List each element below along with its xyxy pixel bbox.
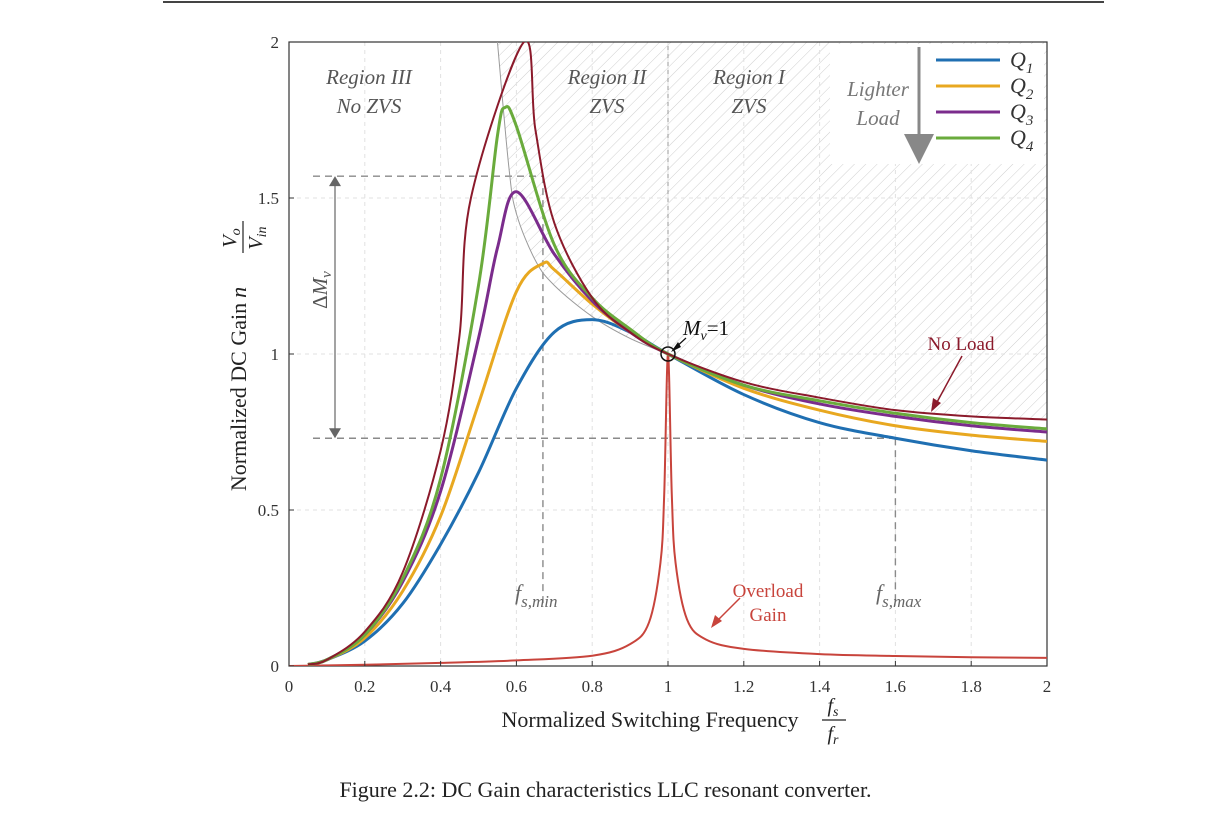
no-load-label: No Load	[927, 334, 995, 355]
y-axis-label-text: Normalized DC Gain n	[226, 287, 251, 491]
legend-label: Q1	[1010, 47, 1033, 77]
region-3-subtitle: No ZVS	[336, 94, 402, 118]
mv-arrowhead	[671, 342, 681, 352]
legend-box	[830, 44, 1044, 164]
delta-mv-label: ΔMv	[308, 271, 335, 309]
y-ticks: 0 0.5 1 1.5 2	[258, 33, 294, 676]
legend-label: Q3	[1010, 99, 1033, 129]
y-frac-den-sub: in	[255, 226, 270, 237]
fs-min-label: fs,min	[515, 580, 558, 611]
y-axis-label: Normalized DC Gain n Vo Vin	[219, 221, 270, 491]
overload-arrowhead	[711, 615, 722, 628]
guide-lines	[313, 175, 897, 604]
x-tick-label: 1.6	[885, 677, 906, 696]
overload-label-line1: Overload	[733, 581, 804, 602]
x-frac-num-sub: s	[833, 705, 839, 720]
figure-caption: Figure 2.2: DC Gain characteristics LLC …	[339, 777, 872, 802]
region-2-subtitle: ZVS	[589, 94, 625, 118]
overload-pointer	[715, 597, 741, 623]
fs-max-label: fs,max	[876, 580, 922, 611]
region-1-title: Region I	[712, 65, 786, 89]
series-line-q1	[307, 318, 1047, 666]
x-tick-label: 0.8	[582, 677, 603, 696]
y-axis-frac-den: Vin	[245, 226, 270, 249]
y-tick-label: 1.5	[258, 189, 279, 208]
mv-label-eq: =1	[707, 316, 729, 340]
delta-mv-m: M	[308, 276, 332, 296]
x-tick-label: 0.4	[430, 677, 452, 696]
legend-label: Q4	[1010, 125, 1034, 155]
x-axis-label: Normalized Switching Frequency fs fr	[502, 695, 846, 748]
series-line-q2	[307, 260, 1047, 666]
series-line-no-load	[307, 42, 1047, 666]
x-tick-label: 0.2	[354, 677, 375, 696]
x-tick-label: 0	[285, 677, 294, 696]
fs-max-sub: s,max	[882, 592, 922, 611]
x-ticks: 0 0.2 0.4 0.6 0.8 1 1.2 1.4 1.6 1.8 2	[285, 661, 1052, 696]
x-tick-label: 2	[1043, 677, 1052, 696]
mv-label: Mv=1	[682, 316, 729, 344]
no-load-arrowhead	[931, 398, 941, 412]
x-tick-label: 1	[664, 677, 673, 696]
y-tick-label: 0.5	[258, 501, 279, 520]
x-tick-label: 0.6	[506, 677, 527, 696]
region-2-title: Region II	[567, 65, 648, 89]
legend-label: Q2	[1010, 73, 1034, 103]
fs-max-f: f	[876, 580, 885, 605]
region-3-title: Region III	[325, 65, 413, 89]
annotations: Mv=1 No Load Overload Gain fs,min fs,max…	[308, 271, 995, 628]
mv-label-m: M	[682, 316, 702, 340]
y-tick-label: 2	[271, 33, 280, 52]
x-tick-label: 1.4	[809, 677, 831, 696]
x-axis-label-text: Normalized Switching Frequency	[502, 707, 799, 732]
y-tick-label: 1	[271, 345, 280, 364]
lighter-load-line2: Load	[855, 106, 900, 130]
y-axis-label-prefix: n	[226, 287, 251, 298]
x-axis-frac-den: fr	[827, 723, 839, 748]
fs-min-sub: s,min	[521, 592, 557, 611]
mv-point-marker	[660, 346, 676, 362]
delta-mv-sub: v	[319, 271, 335, 278]
no-load-pointer	[935, 355, 963, 405]
top-rule	[163, 1, 1104, 3]
delta-mv-arrow-bottom	[329, 428, 341, 439]
lighter-load-line1: Lighter	[846, 77, 910, 101]
delta-mv-delta: Δ	[308, 295, 332, 309]
y-axis-frac-num: Vo	[219, 228, 244, 247]
x-tick-label: 1.2	[733, 677, 754, 696]
series-layer	[289, 42, 1047, 666]
y-frac-num-sub: o	[229, 228, 244, 235]
y-axis-label-main: Normalized DC Gain	[226, 303, 251, 491]
x-frac-den-sub: r	[833, 733, 839, 748]
fs-min-f: f	[515, 580, 524, 605]
x-axis-frac-num: fs	[827, 695, 839, 720]
delta-mv-arrow-top	[329, 176, 341, 187]
region-1-subtitle: ZVS	[731, 94, 767, 118]
mv-label-sub: v	[701, 329, 708, 344]
y-tick-label: 0	[271, 657, 280, 676]
overload-label-line2: Gain	[750, 605, 787, 626]
x-tick-label: 1.8	[961, 677, 982, 696]
series-line-zvs-boundary	[496, 42, 669, 355]
series-line-q4	[307, 105, 1047, 666]
region-labels: Region III No ZVS Region II ZVS Region I…	[325, 65, 786, 118]
